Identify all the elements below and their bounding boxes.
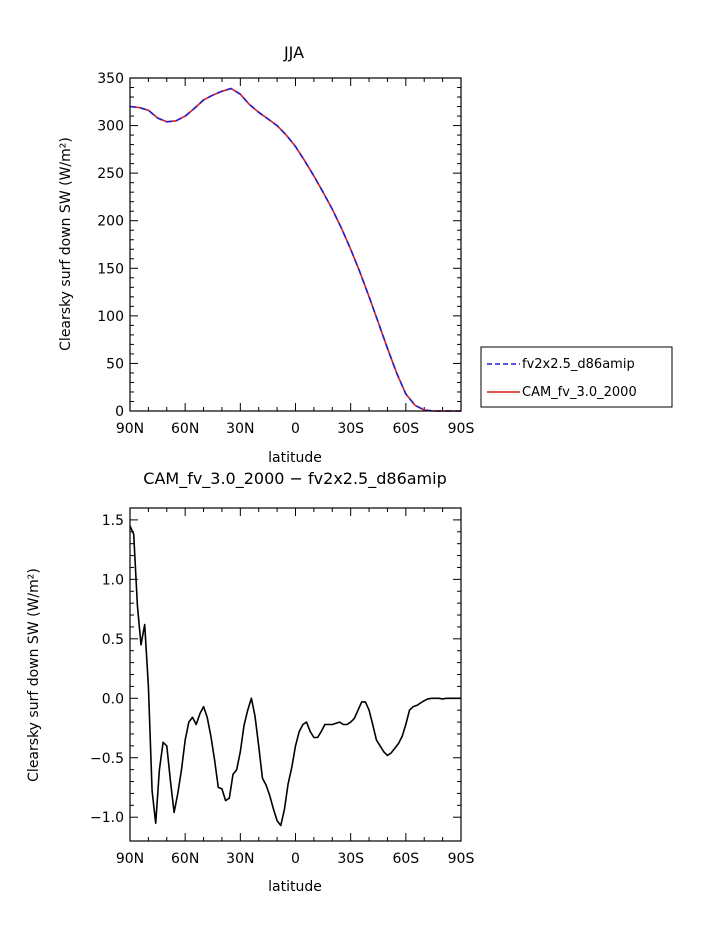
top-series-line-1: [129, 87, 461, 412]
bottom-y-axis-label: Clearsky surf down SW (W/m²): [26, 568, 42, 782]
top-x-tick-label: 30S: [337, 421, 364, 437]
top-chart-title: JJA: [283, 43, 304, 62]
bottom-x-tick-label: 90N: [116, 851, 144, 867]
legend-box: [480, 346, 673, 408]
bottom-y-tick-label: −0.5: [90, 751, 124, 767]
top-x-tick-label: 90N: [116, 421, 144, 437]
top-chart-panel: JJA 0 50 100 150 200 250 300 350 90N 60N 30N 0 30S 6…: [58, 43, 474, 466]
bottom-series-group: [129, 525, 461, 827]
top-y-axis-label: Clearsky surf down SW (W/m²): [58, 137, 74, 351]
bottom-series-line-1: [129, 525, 461, 827]
bottom-y-tick-label: 0.0: [102, 691, 124, 707]
top-x-tick-label: 60N: [171, 421, 199, 437]
bottom-x-tick-label: 60N: [171, 851, 199, 867]
top-y-tick-label: 250: [97, 166, 124, 182]
bottom-chart-title: CAM_fv_3.0_2000 − fv2x2.5_d86amip: [143, 469, 446, 489]
bottom-x-tick-label: 90S: [448, 851, 475, 867]
top-y-tick-label: 50: [106, 356, 124, 372]
legend: fv2x2.5_d86amip CAM_fv_3.0_2000: [480, 346, 673, 408]
bottom-y-tick-label: 0.5: [102, 632, 124, 648]
top-x-tick-label: 30N: [226, 421, 254, 437]
top-y-tick-label: 0: [115, 404, 124, 420]
bottom-plot-frame: [129, 507, 462, 842]
top-x-axis: 90N 60N 30N 0 30S 60S 90S: [116, 78, 475, 437]
top-series-group: [129, 87, 461, 412]
top-plot-frame: [129, 77, 462, 412]
bottom-y-tick-label: 1.5: [102, 513, 124, 529]
legend-label-series-1: fv2x2.5_d86amip: [522, 357, 635, 372]
top-y-tick-label: 300: [97, 119, 124, 135]
bottom-x-axis: 90N 60N 30N 0 30S 60S 90S: [116, 508, 475, 867]
top-y-axis: 0 50 100 150 200 250 300 350: [97, 71, 461, 420]
bottom-x-tick-label: 60S: [392, 851, 419, 867]
top-y-tick-label: 350: [97, 71, 124, 87]
top-series-line-2: [129, 87, 461, 412]
bottom-y-tick-label: 1.0: [102, 572, 124, 588]
top-y-tick-label: 150: [97, 261, 124, 277]
legend-label-series-2: CAM_fv_3.0_2000: [522, 385, 637, 400]
bottom-x-tick-label: 30N: [226, 851, 254, 867]
top-y-tick-label: 100: [97, 309, 124, 325]
top-x-axis-label: latitude: [268, 450, 322, 466]
bottom-y-axis: −1.0 −0.5 0.0 0.5 1.0 1.5: [90, 513, 461, 826]
bottom-y-tick-label: −1.0: [90, 810, 124, 826]
bottom-chart-panel: CAM_fv_3.0_2000 − fv2x2.5_d86amip −1.0 −0…: [26, 469, 474, 895]
bottom-x-tick-label: 0: [291, 851, 300, 867]
bottom-x-tick-label: 30S: [337, 851, 364, 867]
bottom-x-axis-label: latitude: [268, 879, 322, 895]
top-x-tick-label: 0: [291, 421, 300, 437]
top-x-tick-label: 90S: [448, 421, 475, 437]
top-y-tick-label: 200: [97, 214, 124, 230]
top-x-tick-label: 60S: [392, 421, 419, 437]
